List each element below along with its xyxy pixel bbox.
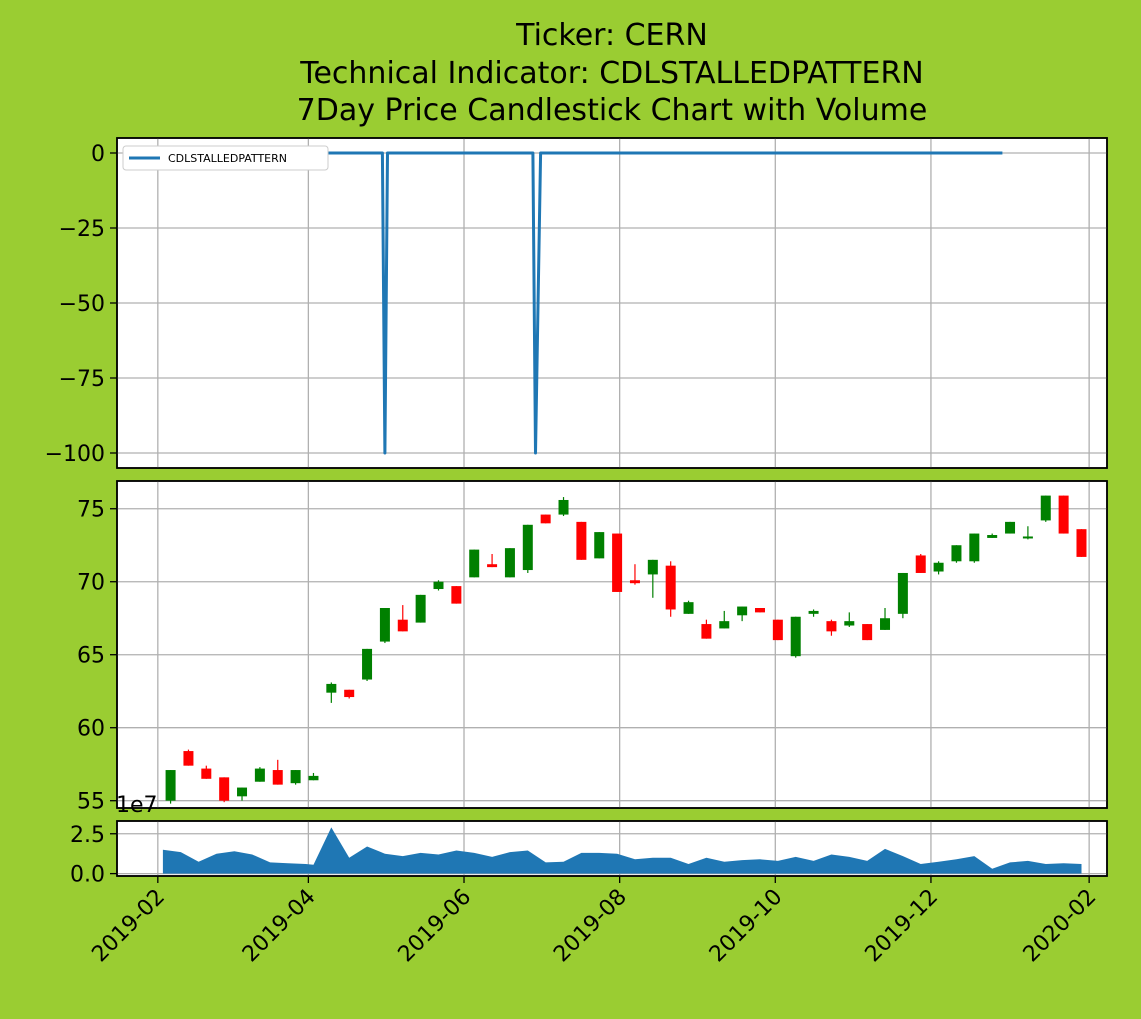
indicator-plot-border (116, 137, 1108, 469)
y-tick-label: 65 (77, 644, 105, 669)
volume-y-ticks: 0.0 2.5 (70, 823, 117, 888)
candle-body (754, 608, 765, 613)
candle-body (397, 619, 408, 632)
price-y-ticks: 55 60 65 70 75 (77, 498, 117, 815)
y-tick-label: 55 (77, 790, 105, 815)
candle-body (522, 524, 533, 571)
candle-body (826, 621, 837, 632)
candle-body (701, 624, 712, 639)
indicator-line (162, 151, 1003, 455)
indicator-line-series (162, 151, 1003, 455)
candle-body (915, 555, 926, 573)
candle-body (772, 619, 783, 641)
volume-area-series (162, 827, 1082, 874)
candle-body (1076, 529, 1087, 557)
candle-body (862, 624, 873, 641)
indicator-y-ticks: 0 −25 −50 −75 −100 (45, 142, 117, 467)
price-plot-area (116, 480, 1108, 809)
candle-body (665, 565, 676, 610)
candle-body (576, 521, 587, 560)
candle-body (272, 770, 283, 785)
candle-body (1005, 521, 1016, 534)
candle-body (1040, 495, 1051, 521)
y-tick-label: 2.5 (70, 823, 105, 848)
volume-plot-border (116, 820, 1108, 877)
candle-body (326, 683, 337, 693)
candle-body (487, 564, 498, 568)
candle-body (540, 514, 551, 524)
candle-body (951, 545, 962, 562)
y-tick-label: −25 (59, 217, 105, 242)
candle-body (719, 621, 730, 629)
candle-body (201, 768, 212, 779)
price-plot-border (116, 480, 1108, 809)
candle-body (183, 751, 194, 766)
candle-body (451, 586, 462, 604)
volume-panel: 0.0 2.5 1e7 (70, 793, 1108, 888)
candle-body (629, 580, 640, 584)
candle-body (469, 549, 480, 578)
y-tick-label: −75 (59, 367, 105, 392)
candle-body (415, 594, 426, 623)
candle-body (254, 768, 265, 782)
candle-body (880, 618, 891, 630)
candle-body (808, 610, 819, 614)
y-tick-label: 0.0 (70, 863, 105, 888)
candle-body (308, 775, 319, 781)
candle-body (594, 532, 605, 559)
y-tick-label: −100 (45, 442, 105, 467)
price-grid (117, 481, 1107, 808)
candle-body (933, 562, 944, 572)
candle-body (897, 572, 908, 614)
candle-body (1022, 536, 1033, 539)
legend-label: CDLSTALLEDPATTERN (168, 152, 287, 165)
chart-title-line-1: Ticker: CERN (515, 18, 708, 53)
candle-body (219, 777, 230, 801)
candle-body (379, 608, 390, 642)
candle-body (969, 533, 980, 562)
candle-body (683, 602, 694, 614)
y-tick-label: 75 (77, 498, 105, 523)
candle-body (504, 548, 515, 578)
volume-exponent-label: 1e7 (116, 793, 158, 818)
candle-body (362, 648, 373, 680)
volume-area (162, 827, 1082, 874)
chart-title-line-3: 7Day Price Candlestick Chart with Volume (297, 93, 928, 128)
y-tick-label: −50 (59, 292, 105, 317)
price-panel: 55 60 65 70 75 (77, 480, 1108, 815)
candle-body (1058, 495, 1069, 534)
candle-body (433, 581, 444, 590)
candle-body (290, 770, 301, 784)
indicator-panel: 0 −25 −50 −75 −100 CDLSTALLEDPATTERN (45, 137, 1108, 469)
candle-body (344, 689, 355, 698)
candle-body (558, 499, 569, 515)
candle-body (844, 621, 855, 626)
y-tick-label: 0 (91, 142, 105, 167)
candle-body (237, 787, 248, 797)
candle-body (737, 606, 748, 616)
price-candles (165, 495, 1087, 804)
candle-body (647, 559, 658, 575)
candle-body (612, 533, 623, 592)
candle-body (987, 535, 998, 538)
indicator-legend: CDLSTALLEDPATTERN (122, 145, 329, 171)
legend-box (122, 145, 329, 171)
chart-title-line-2: Technical Indicator: CDLSTALLEDPATTERN (299, 56, 924, 91)
candle-body (165, 770, 176, 801)
y-tick-label: 60 (77, 717, 105, 742)
y-tick-label: 70 (77, 571, 105, 596)
candle-body (790, 616, 801, 657)
